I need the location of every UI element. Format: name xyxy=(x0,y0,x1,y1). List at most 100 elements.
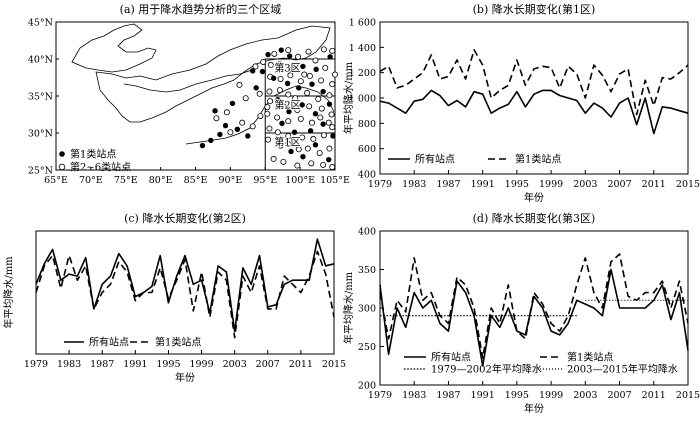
station-class-1 xyxy=(291,129,298,135)
station-class-1 xyxy=(288,148,294,155)
lon-tick-label: 65°E xyxy=(44,175,68,186)
chart-panel-region-2: (c) 降水长期变化(第2区) 1979 1983 1987 1991 1995 1999 2… xyxy=(2,211,346,384)
station-class-2-6 xyxy=(294,162,301,169)
station-class-2-6 xyxy=(223,109,230,116)
station-class-2-6 xyxy=(297,115,304,122)
series-line-class-1-stations xyxy=(379,253,689,359)
y-axis-label: 年平均降水/mm xyxy=(342,61,355,134)
station-class-2-6 xyxy=(306,73,313,80)
legend-label: 所有站点 xyxy=(415,153,455,166)
x-tick-label: 2003 xyxy=(223,359,247,370)
y-tick-label: 400 xyxy=(358,227,376,238)
x-tick-label: 1991 xyxy=(471,179,495,190)
x-tick-label: 1987 xyxy=(436,179,460,190)
legend-label-class-2-6: 第2~6类站点 xyxy=(70,161,131,174)
series-line-class-1-stations xyxy=(379,49,689,116)
station-class-2-6 xyxy=(274,114,281,121)
legend-label: 第1类站点 xyxy=(155,336,201,349)
series-line-all-stations xyxy=(379,268,689,367)
chart-panel-region-1: (b) 降水长期变化(第1区) 1979 1983 1987 1991 1995 1999 2… xyxy=(342,2,700,204)
station-class-1 xyxy=(326,156,332,163)
study-region-box xyxy=(264,58,336,171)
station-class-2-6 xyxy=(285,47,292,54)
station-class-2-6 xyxy=(227,129,234,136)
x-tick-label: 1987 xyxy=(436,390,460,401)
station-class-2-6 xyxy=(322,64,329,71)
x-tick-label: 2003 xyxy=(573,179,597,190)
station-class-2-6 xyxy=(331,71,338,78)
lon-tick-label: 105°E xyxy=(320,175,350,186)
station-class-1 xyxy=(299,102,305,108)
station-class-2-6 xyxy=(288,66,295,73)
x-tick-label: 2003 xyxy=(573,390,597,401)
plot-frame xyxy=(379,21,689,175)
region-outline-northwest xyxy=(71,23,157,73)
station-class-1 xyxy=(229,100,236,107)
x-tick-label: 1995 xyxy=(156,359,180,370)
x-tick-label: 1999 xyxy=(189,359,213,370)
chart-panel-region-3: (d) 降水长期变化(第3区) 1979 1983 1987 1991 1995 1999 2… xyxy=(342,211,700,415)
y-tick-label: 800 xyxy=(358,119,376,130)
station-class-2-6 xyxy=(299,134,306,141)
lat-tick-label: 35°N xyxy=(28,92,53,103)
x-axis-label: 年份 xyxy=(524,402,544,415)
x-tick-label: 1983 xyxy=(57,359,81,370)
lon-tick-label: 95°E xyxy=(253,175,277,186)
station-class-2-6 xyxy=(320,161,327,168)
station-class-2-6 xyxy=(280,103,287,110)
station-class-2-6 xyxy=(252,63,259,70)
station-class-1 xyxy=(296,85,302,91)
station-class-1 xyxy=(259,68,266,75)
lon-tick-label: 100°E xyxy=(285,175,315,186)
station-class-2-6 xyxy=(266,125,273,132)
y-tick-label: 250 xyxy=(358,342,376,353)
y-axis-label: 年平均降水/mm xyxy=(2,256,15,329)
station-class-2-6 xyxy=(318,77,325,84)
lat-tick-label: 45°N xyxy=(28,18,53,29)
station-class-2-6 xyxy=(280,158,287,165)
station-class-2-6 xyxy=(294,107,301,114)
station-class-2-6 xyxy=(249,123,256,130)
x-tick-label: 1983 xyxy=(402,179,426,190)
station-class-2-6 xyxy=(295,53,302,60)
station-class-2-6 xyxy=(297,78,304,85)
station-class-2-6 xyxy=(239,119,246,126)
chart-title: (d) 降水长期变化(第3区) xyxy=(473,211,596,225)
station-class-2-6 xyxy=(274,129,281,136)
station-class-1 xyxy=(327,54,333,60)
station-class-1 xyxy=(265,51,271,58)
station-class-2-6 xyxy=(285,91,292,98)
legend-marker-class-2-6 xyxy=(58,163,66,171)
station-class-2-6 xyxy=(267,98,274,105)
station-class-1 xyxy=(212,108,218,114)
station-class-1 xyxy=(300,63,306,70)
x-tick-label: 1987 xyxy=(90,359,114,370)
station-class-2-6 xyxy=(236,81,243,88)
station-class-2-6 xyxy=(266,88,273,95)
station-class-1 xyxy=(222,122,229,129)
x-tick-label: 1983 xyxy=(402,390,426,401)
x-tick-label: 1991 xyxy=(123,359,147,370)
station-class-1 xyxy=(278,47,284,53)
station-class-1 xyxy=(300,153,306,160)
station-class-2-6 xyxy=(265,136,272,143)
station-class-1 xyxy=(249,68,256,74)
station-class-2-6 xyxy=(242,95,249,102)
station-class-2-6 xyxy=(271,50,278,57)
legend-label: 所有站点 xyxy=(89,336,129,349)
station-class-1 xyxy=(286,53,293,59)
station-class-2-6 xyxy=(287,72,294,79)
station-class-2-6 xyxy=(317,114,324,121)
plot-frame xyxy=(35,230,335,355)
lat-tick-label: 30°N xyxy=(28,129,53,140)
station-class-1 xyxy=(286,108,292,115)
station-class-2-6 xyxy=(320,46,327,53)
station-class-2-6 xyxy=(328,111,335,118)
legend-label-class-1: 第1类站点 xyxy=(70,148,116,161)
station-class-2-6 xyxy=(285,141,292,148)
station-class-2-6 xyxy=(308,119,315,126)
basin-boundary xyxy=(123,69,253,93)
y-tick-label: 200 xyxy=(358,381,376,392)
